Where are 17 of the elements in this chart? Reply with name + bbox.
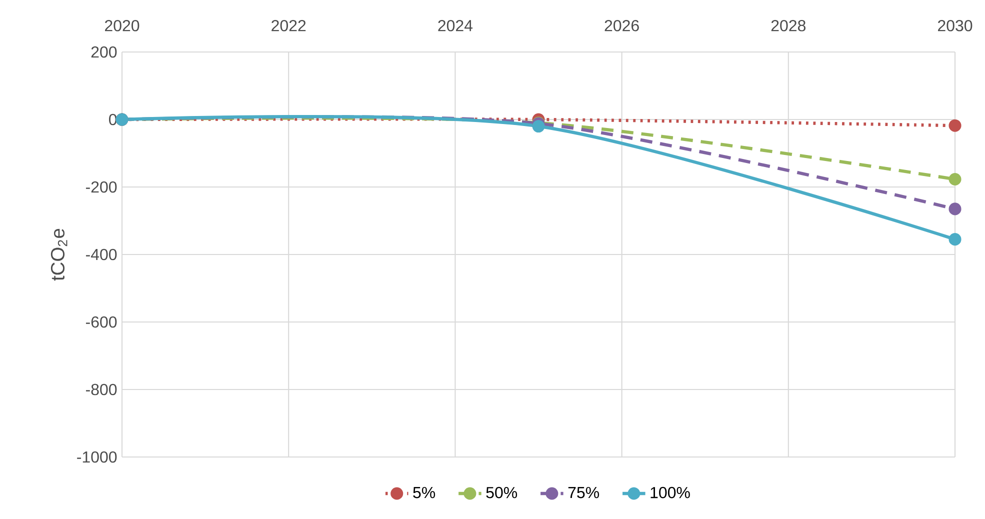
legend-label: 75% — [568, 486, 600, 498]
y-tick-label: -200 — [86, 181, 117, 193]
y-tick-label: -400 — [86, 248, 117, 260]
y-tick-label: -1000 — [77, 451, 117, 463]
y-tick-label: 200 — [91, 46, 117, 58]
y-tick-label: -800 — [86, 384, 117, 396]
x-tick-label: 2020 — [105, 20, 140, 32]
x-tick-label: 2026 — [604, 20, 639, 32]
legend-label: 100% — [650, 486, 690, 498]
x-tick-label: 2022 — [272, 20, 306, 32]
x-tick-label: 2028 — [771, 20, 806, 32]
legend-label: 50% — [486, 486, 518, 498]
y-tick-label: -600 — [86, 316, 117, 328]
legend-label: 5% — [413, 486, 436, 498]
y-axis-title: tCO$_{2}$e — [50, 228, 68, 281]
x-tick-label: 2030 — [938, 20, 972, 32]
x-tick-label: 2024 — [438, 20, 473, 32]
